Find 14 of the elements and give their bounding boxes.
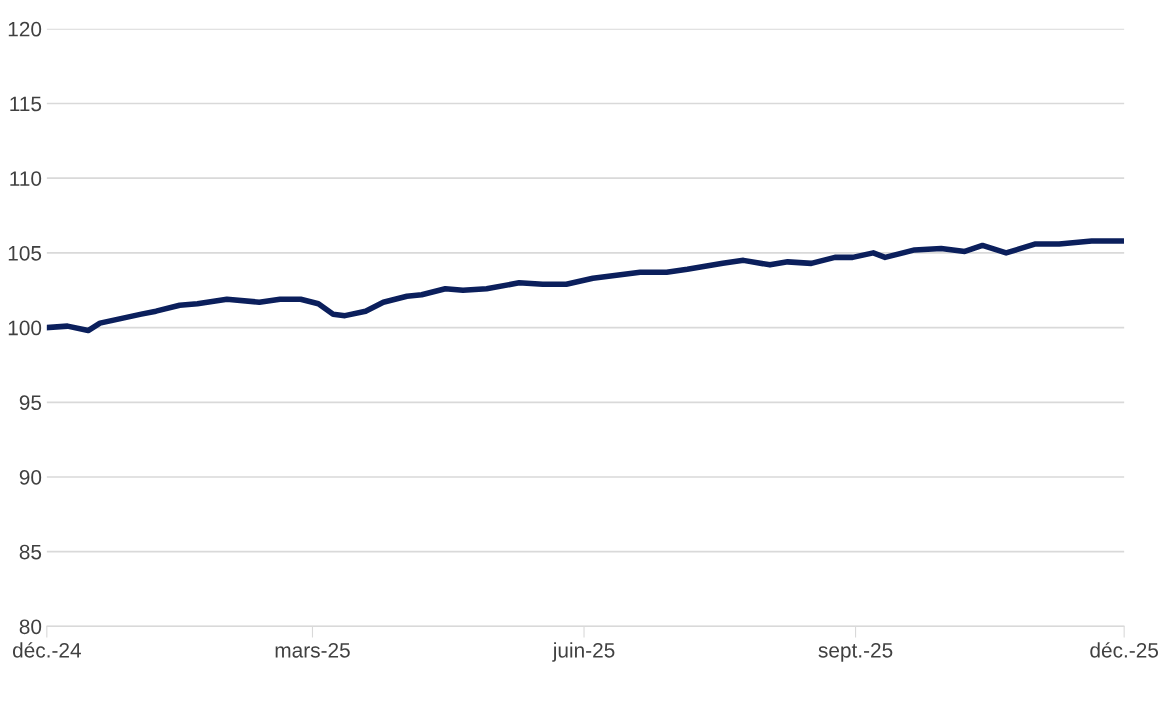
y-tick-label: 85 [19, 544, 42, 560]
y-tick-label: 90 [19, 470, 42, 485]
y-tick-label: 100 [8, 320, 42, 336]
x-tick-label: mars-25 [275, 642, 350, 658]
y-tick-label: 80 [19, 619, 42, 635]
x-tick-label: déc.-24 [12, 642, 81, 658]
y-tick-label: 95 [19, 395, 42, 411]
y-tick-label: 110 [10, 171, 42, 186]
x-tick-label: juin-25 [552, 642, 615, 662]
y-tick-label: 115 [10, 96, 42, 112]
y-tick-label: 120 [8, 21, 42, 37]
x-tick-label: sept.-25 [818, 642, 893, 662]
x-tick-label: déc.-25 [1090, 642, 1159, 658]
y-tick-label: 105 [8, 245, 42, 261]
